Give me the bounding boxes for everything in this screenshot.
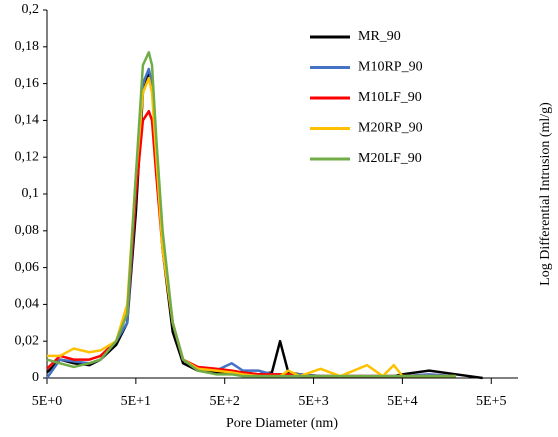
x-axis-title: Pore Diameter (nm) [226, 416, 338, 431]
y-axis-title: Log Differential Intrusion (ml/g) [538, 102, 553, 286]
legend-label: M10LF_90 [358, 90, 422, 105]
y-tick-label: 0,08 [15, 223, 40, 238]
y-tick-label: 0,18 [15, 39, 40, 54]
series-line [45, 67, 456, 379]
x-tick-label: 5E+3 [298, 394, 328, 409]
y-tick-label: 0,2 [22, 2, 40, 17]
x-tick-label: 5E+0 [32, 394, 62, 409]
legend-label: M20RP_90 [358, 121, 423, 136]
y-tick-label: 0,12 [15, 149, 40, 164]
legend-label: M10RP_90 [358, 60, 423, 75]
x-tick-label: 5E+4 [387, 394, 417, 409]
x-tick-label: 5E+2 [209, 394, 239, 409]
x-tick-label: 5E+5 [476, 394, 506, 409]
y-tick-label: 0,14 [15, 113, 40, 128]
y-tick-label: 0,04 [15, 297, 40, 312]
y-tick-label: 0 [32, 370, 39, 385]
x-tick-label: 5E+1 [121, 394, 151, 409]
y-tick-label: 0,02 [15, 333, 40, 348]
legend-label: MR_90 [358, 29, 401, 44]
y-tick-label: 0,16 [15, 76, 40, 91]
y-tick-label: 0,1 [22, 186, 40, 201]
y-tick-label: 0,06 [15, 260, 40, 275]
legend-label: M20LF_90 [358, 151, 422, 166]
series-line [46, 51, 456, 378]
